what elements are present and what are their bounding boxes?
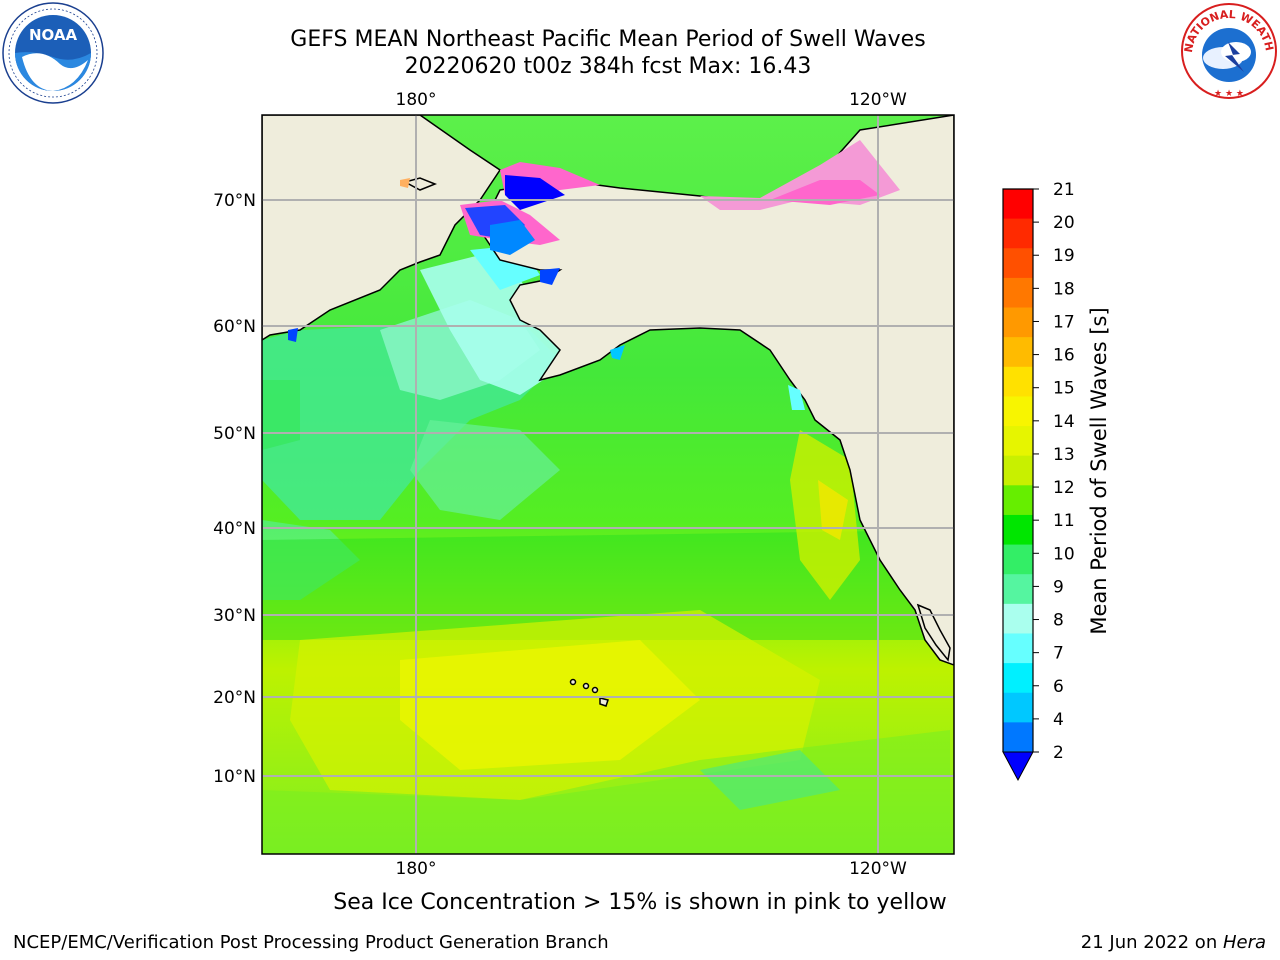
colorbar-segment [1003, 514, 1033, 546]
colorbar-tick-label: 2 [1053, 743, 1064, 763]
credit-date: 21 Jun 2022 on [1080, 932, 1223, 953]
colorbar-tick-label: 19 [1053, 246, 1075, 266]
colorbar-tick-label: 14 [1053, 412, 1075, 432]
colorbar-tick-label: 15 [1053, 379, 1075, 399]
nws-logo: NATIONAL WEATHER SERVICE ★ ★ ★ [1174, 0, 1280, 102]
colorbar-segment [1003, 396, 1033, 427]
colorbar-segment [1003, 663, 1033, 694]
colorbar-tick-label: 12 [1053, 478, 1075, 498]
svg-text:★ ★ ★: ★ ★ ★ [1214, 89, 1244, 99]
map-area [262, 115, 954, 854]
map-frame [261, 114, 955, 855]
colorbar-segment [1003, 692, 1033, 723]
colorbar-segment [1003, 722, 1033, 753]
colorbar-tick-label: 20 [1053, 213, 1075, 233]
colorbar-segment [1003, 277, 1033, 309]
lat-label-30n: 30°N [213, 606, 256, 626]
colorbar-tick-label: 21 [1053, 180, 1075, 200]
lon-label-top-120w: 120°W [849, 90, 907, 110]
colorbar-segment [1003, 366, 1033, 397]
land-baja [916, 603, 951, 662]
land-north-america [479, 115, 954, 666]
land-hawaii-2 [582, 682, 590, 690]
lon-label-top-180: 180° [396, 90, 437, 110]
colorbar-frame [1002, 188, 1034, 752]
land-asia [262, 115, 502, 341]
colorbar-segment [1003, 633, 1033, 664]
credit-left: NCEP/EMC/Verification Post Processing Pr… [13, 932, 609, 953]
lat-label-20n: 20°N [213, 688, 256, 708]
colorbar-tick-label: 7 [1053, 644, 1064, 664]
colorbar-tick-label: 13 [1053, 445, 1075, 465]
colorbar-segment [1003, 248, 1033, 279]
colorbar-segment [1003, 544, 1033, 575]
land-hawaii-3 [591, 686, 599, 694]
colorbar-tick-label: 10 [1053, 544, 1075, 564]
colorbar-segment [1003, 189, 1033, 220]
footnote: Sea Ice Concentration > 15% is shown in … [333, 890, 947, 915]
chart-title: GEFS MEAN Northeast Pacific Mean Period … [290, 27, 926, 52]
colorbar-segment [1003, 574, 1033, 605]
credit-machine: Hera [1222, 932, 1266, 953]
colorbar-segment [1003, 307, 1033, 338]
colorbar-segment [1003, 218, 1033, 249]
noaa-logo: NOAA [2, 2, 104, 104]
svg-text:NOAA: NOAA [29, 26, 78, 44]
gridlines [262, 115, 954, 854]
colorbar-segment [1003, 485, 1033, 516]
colorbar: 21 20 19 18 17 16 15 14 13 12 11 10 9 8 7 6 4 2 [1002, 180, 1075, 782]
colorbar-tick-label: 6 [1053, 677, 1064, 697]
lon-label-bottom-120w: 120°W [849, 859, 907, 879]
chart-subtitle: 20220620 t00z 384h fcst Max: 16.43 [404, 54, 812, 79]
colorbar-segment [1003, 603, 1033, 634]
colorbar-segment [1003, 426, 1033, 457]
colorbar-tick-label: 9 [1053, 577, 1064, 597]
lat-label-40n: 40°N [213, 519, 256, 539]
colorbar-extend-triangle [1002, 751, 1034, 782]
colorbar-segment [1003, 455, 1033, 486]
land-hawaii-1 [569, 678, 577, 686]
colorbar-segment [1003, 337, 1033, 368]
colorbar-tick-label: 18 [1053, 279, 1075, 299]
lat-label-10n: 10°N [213, 767, 256, 787]
lat-label-60n: 60°N [213, 317, 256, 337]
sea-ice [288, 140, 900, 410]
lat-label-50n: 50°N [213, 424, 256, 444]
credit-right: 21 Jun 2022 on Hera [1081, 932, 1266, 953]
lon-label-bottom-180: 180° [396, 859, 437, 879]
lat-label-70n: 70°N [213, 191, 256, 211]
colorbar-tick-label: 8 [1053, 611, 1064, 631]
colorbar-tick-label: 17 [1053, 312, 1075, 332]
colorbar-tick-label: 4 [1053, 710, 1064, 730]
land-hawaii-big [599, 697, 609, 707]
colorbar-label: Mean Period of Swell Waves [s] [1087, 307, 1111, 634]
colorbar-tick-label: 11 [1053, 511, 1075, 531]
colorbar-tick-label: 16 [1053, 346, 1075, 366]
swell-period-field [262, 245, 950, 854]
